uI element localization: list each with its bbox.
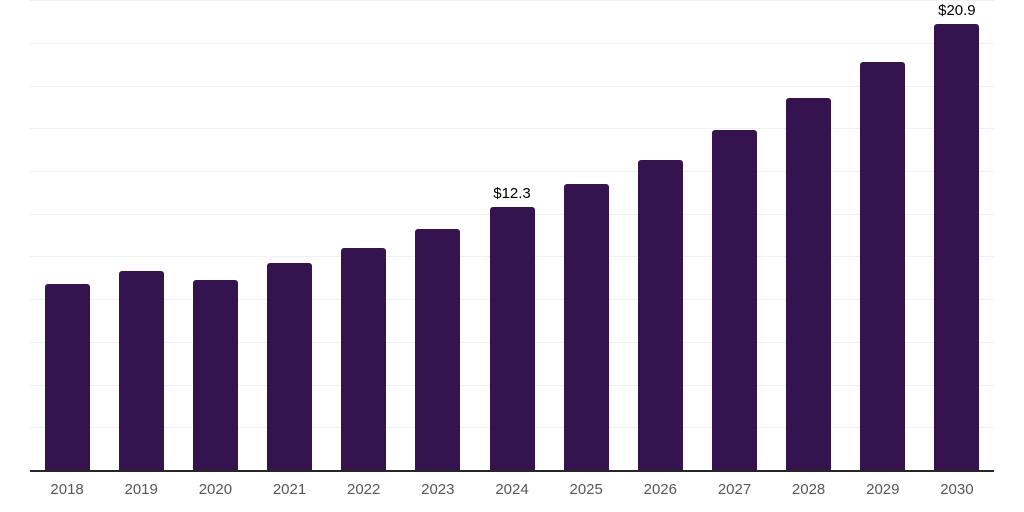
gridline <box>30 128 994 130</box>
x-tick-label-2024: 2024 <box>495 481 529 498</box>
gridline <box>30 0 994 1</box>
x-tick-label-2027: 2027 <box>717 481 752 498</box>
x-tick-label-2022: 2022 <box>347 481 381 498</box>
x-tick-label-2019: 2019 <box>124 481 158 498</box>
bar-2022 <box>341 247 387 470</box>
x-axis-labels: 2018 2019 2020 2021 2022 2023 2024 2025 2026 2027… <box>30 481 994 503</box>
x-tick-label-2026: 2026 <box>643 481 677 498</box>
bar-2025 <box>563 183 609 470</box>
x-tick-label-2018: 2018 <box>50 481 84 498</box>
plot-area: $12.3 $20.9 <box>30 0 994 472</box>
bar-2027 <box>712 130 757 470</box>
x-tick-label-2020: 2020 <box>198 481 233 498</box>
bar-2023 <box>415 228 461 470</box>
gridline <box>30 170 994 172</box>
x-tick-label-2023: 2023 <box>421 481 455 498</box>
bar-2020 <box>192 279 238 470</box>
bar-2021 <box>267 262 312 470</box>
bar-2018 <box>44 284 90 470</box>
bar-2019 <box>118 271 164 470</box>
bar-2030 <box>934 23 980 470</box>
bar-2028 <box>786 98 832 470</box>
x-tick-label-2028: 2028 <box>791 481 826 498</box>
bar-value-label-2030: $20.9 <box>938 1 976 19</box>
x-tick-label-2021: 2021 <box>272 481 307 498</box>
x-tick-label-2029: 2029 <box>866 481 900 498</box>
gridline <box>30 42 994 44</box>
x-tick-label-2030: 2030 <box>940 481 974 498</box>
bar-2029 <box>860 62 906 470</box>
gridline <box>30 85 994 87</box>
bar-2024 <box>489 207 535 470</box>
bar-value-label-2024: $12.3 <box>493 185 531 203</box>
bar-2026 <box>637 160 683 470</box>
x-tick-label-2025: 2025 <box>569 481 603 498</box>
